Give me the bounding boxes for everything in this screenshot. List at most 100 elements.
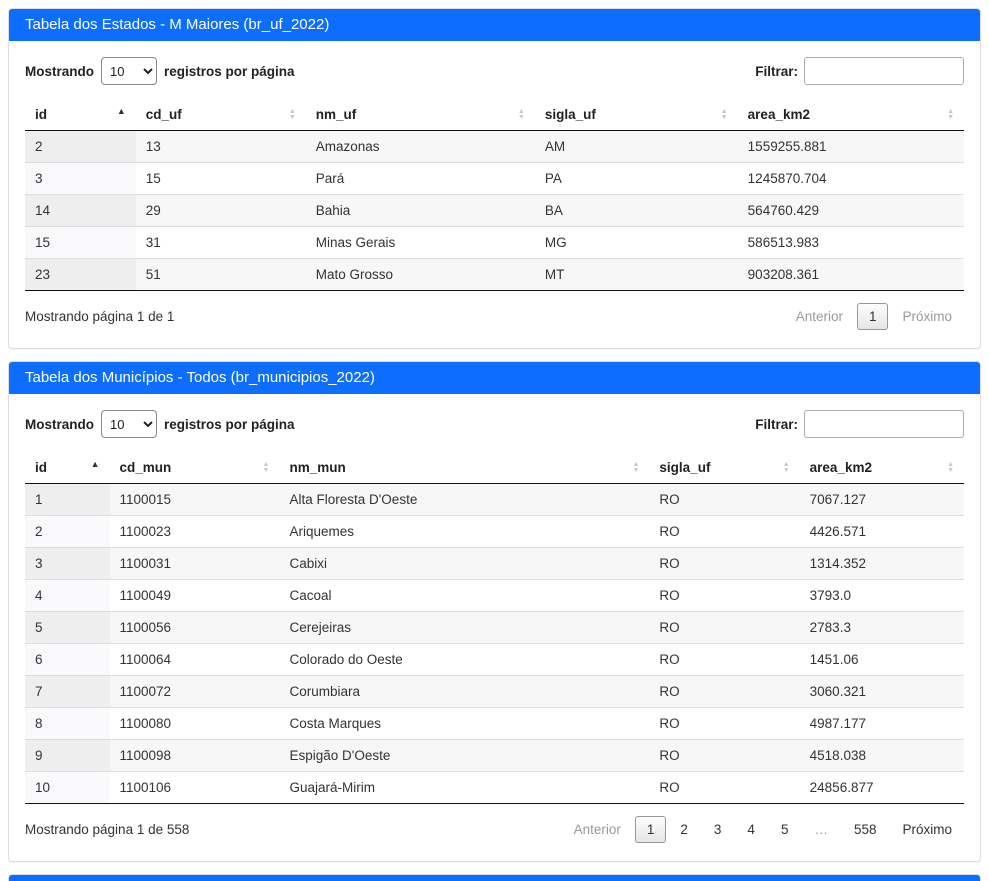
table-row[interactable]: 2 1100023 Ariquemes RO 4426.571 — [25, 515, 964, 548]
cell-cd-mun: 1100023 — [109, 515, 280, 548]
cell-area-km2: 3793.0 — [799, 579, 964, 612]
table-row[interactable]: 4 1100049 Cacoal RO 3793.0 — [25, 579, 964, 612]
sort-ascending-icon: ▲ — [116, 106, 126, 116]
cell-area-km2: 4426.571 — [799, 515, 964, 548]
table-row[interactable]: 8 1100080 Costa Marques RO 4987.177 — [25, 707, 964, 740]
next-page-button[interactable]: Próximo — [902, 822, 952, 837]
table-info: Mostrando página 1 de 558 — [25, 822, 190, 837]
cell-cd-mun: 1100015 — [109, 483, 280, 516]
table-row[interactable]: 14 29 Bahia BA 564760.429 — [25, 194, 964, 227]
column-header-cd-uf[interactable]: cd_uf ▲ ▼ — [135, 99, 306, 131]
column-header-id[interactable]: id ▲ — [25, 99, 136, 131]
municipios-table-controls: Mostrando 10 registros por página Filtra… — [25, 410, 964, 438]
cell-sigla-uf: BA — [534, 194, 738, 227]
cell-id: 2 — [25, 515, 110, 548]
cell-sigla-uf: MG — [534, 226, 738, 259]
sort-both-icon: ▲ ▼ — [947, 460, 954, 474]
column-header-nm-uf[interactable]: nm_uf ▲ ▼ — [305, 99, 535, 131]
table-row[interactable]: 10 1100106 Guajará-Mirim RO 24856.877 — [25, 771, 964, 804]
column-header-sigla-uf[interactable]: sigla_uf ▲ ▼ — [534, 99, 738, 131]
cell-nm-mun: Corumbiara — [279, 675, 650, 708]
cell-area-km2: 1245870.704 — [737, 162, 964, 195]
cell-id: 5 — [25, 611, 110, 644]
cell-id: 4 — [25, 579, 110, 612]
municipios-filter-input[interactable] — [804, 410, 964, 438]
cell-area-km2: 903208.361 — [747, 267, 819, 282]
column-label: sigla_uf — [659, 460, 711, 475]
page-number-button[interactable]: 1 — [856, 303, 889, 330]
table-row[interactable]: 7 1100072 Corumbiara RO 3060.321 — [25, 675, 964, 708]
length-label-after: registros por página — [164, 416, 295, 432]
next-page-button[interactable]: Próximo — [902, 309, 952, 324]
column-label: area_km2 — [809, 460, 872, 475]
sort-both-icon: ▲ ▼ — [947, 107, 954, 121]
cell-id: 7 — [25, 675, 110, 708]
previous-page-button[interactable]: Anterior — [795, 309, 843, 324]
length-label-after: registros por página — [164, 63, 295, 79]
table-row[interactable]: 9 1100098 Espigão D'Oeste RO 4518.038 — [25, 739, 964, 772]
estados-filter-input[interactable] — [804, 57, 964, 85]
table-row[interactable]: 2 13 Amazonas AM 1559255.881 — [25, 130, 964, 163]
cell-sigla-uf: RO — [649, 739, 800, 772]
column-header-cd-mun[interactable]: cd_mun ▲ ▼ — [109, 452, 280, 484]
table-row[interactable]: 6 1100064 Colorado do Oeste RO 1451.06 — [25, 643, 964, 676]
cell-sigla-uf: RO — [649, 483, 800, 516]
table-row[interactable]: 3 1100031 Cabixi RO 1314.352 — [25, 547, 964, 580]
cell-sigla-uf: RO — [649, 515, 800, 548]
column-header-area-km2[interactable]: area_km2 ▲ ▼ — [737, 99, 964, 131]
municipios-filter-control: Filtrar: — [755, 410, 964, 438]
page-number-button[interactable]: 3 — [713, 822, 722, 837]
municipios-table-header: id ▲ cd_mun ▲ ▼ nm_mun ▲ ▼ sigla_uf ▲ ▼ area_km… — [25, 452, 964, 484]
cell-id: 6 — [25, 643, 110, 676]
cell-nm-mun: Cerejeiras — [279, 611, 650, 644]
cell-id: 3 — [25, 162, 136, 195]
estados-panel-title: Tabela dos Estados - M Maiores (br_uf_20… — [9, 9, 980, 41]
estados-table-header: id ▲ cd_uf ▲ ▼ nm_uf ▲ ▼ sigla_uf ▲ ▼ area_km2 ▲… — [25, 99, 964, 131]
cell-nm-mun: Colorado do Oeste — [279, 643, 650, 676]
table-row[interactable]: 3 15 Pará PA 1245870.704 — [25, 162, 964, 195]
previous-page-button[interactable]: Anterior — [573, 822, 621, 837]
column-header-nm-mun[interactable]: nm_mun ▲ ▼ — [279, 452, 650, 484]
sort-both-icon: ▲ ▼ — [262, 460, 270, 474]
cell-area-km2: 1314.352 — [799, 547, 964, 580]
cell-id: 2 — [25, 130, 136, 163]
pagination-ellipsis: … — [814, 822, 828, 837]
municipios-page-length-control: Mostrando 10 registros por página — [25, 410, 295, 438]
page-number-button[interactable]: 4 — [747, 822, 755, 837]
municipios-panel-title: Tabela dos Municípios - Todos (br_munici… — [9, 362, 980, 394]
estados-table: id ▲ cd_uf ▲ ▼ nm_uf ▲ ▼ sigla_uf ▲ ▼ area_km2 ▲… — [25, 99, 964, 291]
column-header-area-km2[interactable]: area_km2 ▲ ▼ — [799, 452, 964, 484]
column-header-sigla-uf[interactable]: sigla_uf ▲ ▼ — [649, 452, 800, 484]
municipios-table-body: 1 1100015 Alta Floresta D'Oeste RO 7067.127 … — [25, 483, 964, 804]
cell-nm-mun: Alta Floresta D'Oeste — [279, 483, 650, 516]
sort-both-icon: ▲ ▼ — [720, 107, 728, 121]
cell-cd-uf: 51 — [145, 267, 161, 282]
municipios-page-length-select[interactable]: 10 — [101, 410, 157, 438]
cell-cd-uf: 29 — [135, 194, 306, 227]
cell-area-km2: 586513.983 — [737, 226, 964, 259]
cell-id: 15 — [25, 226, 136, 259]
length-label-before: Mostrando — [25, 63, 94, 79]
cell-nm-mun: Ariquemes — [279, 515, 650, 548]
estados-page-length-select[interactable]: 10 — [101, 57, 157, 85]
page-number-button[interactable]: 2 — [680, 822, 688, 837]
page-number-button[interactable]: 558 — [853, 822, 877, 837]
sort-both-icon: ▲ ▼ — [632, 460, 640, 474]
table-row[interactable]: 5 1100056 Cerejeiras RO 2783.3 — [25, 611, 964, 644]
table-row[interactable]: 1 1100015 Alta Floresta D'Oeste RO 7067.127 — [25, 483, 964, 516]
page-number-button[interactable]: 5 — [780, 822, 789, 837]
column-header-id[interactable]: id ▲ — [25, 452, 110, 484]
municipios-panel-body: Mostrando 10 registros por página Filtra… — [9, 394, 980, 861]
cell-nm-uf: Pará — [305, 162, 535, 195]
cell-id: 23 — [25, 258, 136, 291]
cell-sigla-uf: PA — [534, 162, 738, 195]
cell-cd-mun: 1100080 — [109, 707, 280, 740]
cell-id: 3 — [25, 547, 110, 580]
cell-cd-mun: 1100056 — [109, 611, 280, 644]
column-label: nm_mun — [289, 460, 346, 475]
cell-sigla-uf: RO — [649, 547, 800, 580]
table-row[interactable]: 23 51 Mato Grosso MT 903208.361 — [25, 258, 964, 291]
column-label: cd_mun — [119, 460, 172, 475]
table-row[interactable]: 15 31 Minas Gerais MG 586513.983 — [25, 226, 964, 259]
page-number-button[interactable]: 1 — [634, 816, 667, 843]
